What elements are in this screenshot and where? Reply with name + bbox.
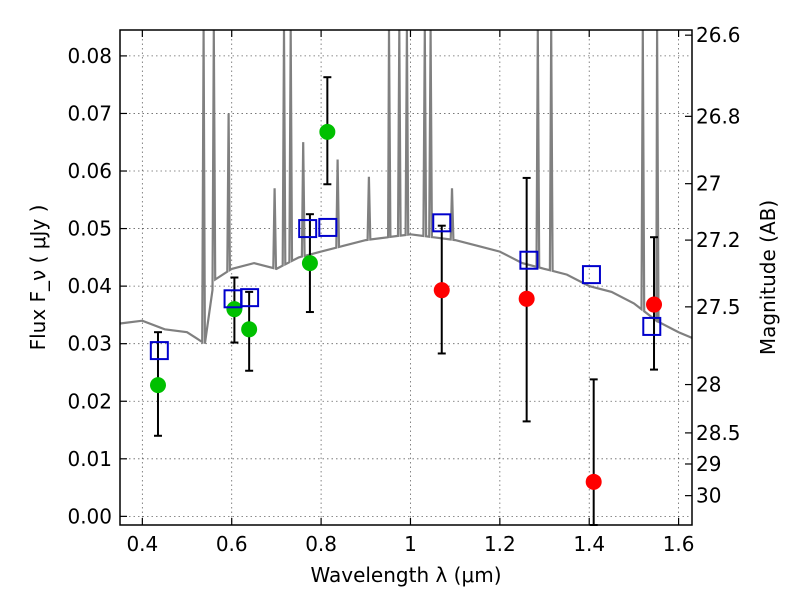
x-tick-label: 1.6 (663, 532, 695, 556)
model-point (432, 213, 452, 233)
right-tick-label: 27.5 (696, 295, 741, 319)
data-point (319, 123, 336, 140)
y-tick-label: 0.03 (67, 332, 112, 356)
model-point (149, 341, 169, 361)
y-axis-label: Flux F_ν ( μJy ) (26, 205, 50, 351)
right-tick-label: 28 (696, 373, 721, 397)
data-points (149, 123, 663, 490)
data-point (149, 377, 166, 394)
plot-frame (119, 29, 693, 526)
y-tick-label: 0.01 (67, 447, 112, 471)
model-point (240, 288, 260, 308)
y-tick-label: 0.06 (67, 159, 112, 183)
x-axis-label: Wavelength λ (μm) (310, 563, 501, 587)
right-tick-label: 28.5 (696, 421, 741, 445)
y-tick-label: 0.05 (67, 217, 112, 241)
x-tick-label: 1 (404, 532, 417, 556)
right-tick-label: 29 (696, 452, 721, 476)
model-point (298, 219, 318, 239)
axis-ticks: 0.4 0.6 0.8 1 1.2 1.4 1.6 0.00 0.01 0.02 0.03 0.04 0… (67, 23, 740, 556)
x-tick-label: 0.4 (126, 532, 158, 556)
data-point (241, 321, 258, 338)
right-tick-label: 27 (696, 172, 721, 196)
data-point (646, 296, 663, 313)
y-tick-label: 0.02 (67, 389, 112, 413)
model-point (581, 265, 601, 285)
y-axis-right-label: Magnitude (AB) (756, 200, 780, 355)
y-tick-label: 0.07 (67, 101, 112, 125)
data-point (518, 290, 535, 307)
right-tick-label: 26.8 (696, 104, 741, 128)
y-tick-label: 0.08 (67, 44, 112, 68)
right-tick-label: 30 (696, 484, 721, 508)
x-tick-label: 1.4 (573, 532, 605, 556)
right-tick-label: 27.2 (696, 228, 741, 252)
right-tick-label: 26.6 (696, 23, 741, 47)
y-tick-label: 0.00 (67, 504, 112, 528)
y-tick-label: 0.04 (67, 274, 112, 298)
spectrum-line (119, 29, 693, 345)
data-point (585, 473, 602, 490)
data-point (301, 255, 318, 272)
model-point (318, 217, 338, 237)
model-spectrum (119, 29, 693, 345)
model-point (519, 250, 539, 270)
model-point (642, 316, 662, 336)
data-point (433, 282, 450, 299)
data-point (226, 301, 243, 318)
x-tick-label: 0.8 (305, 532, 337, 556)
x-tick-label: 0.6 (216, 532, 248, 556)
x-tick-label: 1.2 (484, 532, 516, 556)
